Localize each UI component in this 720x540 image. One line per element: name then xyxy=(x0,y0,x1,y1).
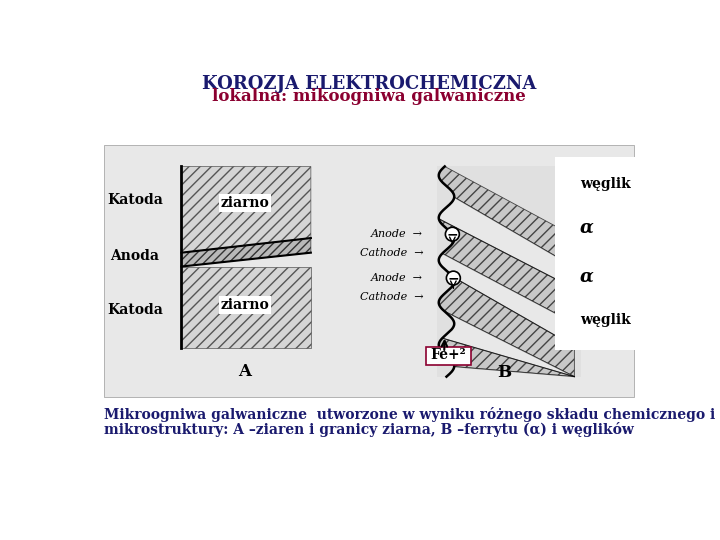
Text: B: B xyxy=(498,364,512,381)
Polygon shape xyxy=(442,311,575,377)
Polygon shape xyxy=(438,166,575,267)
Polygon shape xyxy=(438,253,575,347)
Text: −: − xyxy=(448,271,459,285)
Bar xyxy=(437,166,580,377)
Polygon shape xyxy=(181,166,311,253)
Text: lokalna: mikoogniwa galwaniczne: lokalna: mikoogniwa galwaniczne xyxy=(212,88,526,105)
Text: węglik: węglik xyxy=(580,177,631,191)
Text: Cathode  →: Cathode → xyxy=(359,248,423,259)
Text: KOROZJA ELEKTROCHEMICZNA: KOROZJA ELEKTROCHEMICZNA xyxy=(202,75,536,93)
Polygon shape xyxy=(181,267,311,348)
Text: Mikroogniwa galwaniczne  utworzone w wyniku różnego składu chemicznego i: Mikroogniwa galwaniczne utworzone w wyni… xyxy=(104,407,715,422)
Text: ziarno: ziarno xyxy=(220,298,269,312)
Text: Cathode  →: Cathode → xyxy=(359,292,423,302)
Polygon shape xyxy=(438,219,575,323)
Polygon shape xyxy=(181,238,311,267)
Text: α: α xyxy=(580,267,594,286)
Polygon shape xyxy=(438,338,575,377)
Text: Fe+²: Fe+² xyxy=(431,348,466,362)
Text: Katoda: Katoda xyxy=(107,193,163,206)
Bar xyxy=(104,145,634,397)
Polygon shape xyxy=(438,367,575,390)
Text: Anode  →: Anode → xyxy=(372,229,423,239)
Text: α: α xyxy=(580,219,594,237)
Text: węglik: węglik xyxy=(580,313,631,327)
Polygon shape xyxy=(438,197,575,289)
Text: ziarno: ziarno xyxy=(220,197,269,211)
Text: Katoda: Katoda xyxy=(107,302,163,316)
Text: −: − xyxy=(446,227,458,241)
Text: mikrostruktury: A –ziaren i granicy ziarna, B –ferrytu (α) i węglików: mikrostruktury: A –ziaren i granicy ziar… xyxy=(104,422,634,437)
FancyBboxPatch shape xyxy=(426,347,471,365)
Circle shape xyxy=(446,271,460,285)
Text: A: A xyxy=(238,363,251,380)
Bar xyxy=(555,157,647,350)
Text: Anoda: Anoda xyxy=(110,249,159,263)
Text: Anode  →: Anode → xyxy=(372,273,423,283)
Polygon shape xyxy=(438,276,575,377)
Circle shape xyxy=(446,227,459,241)
